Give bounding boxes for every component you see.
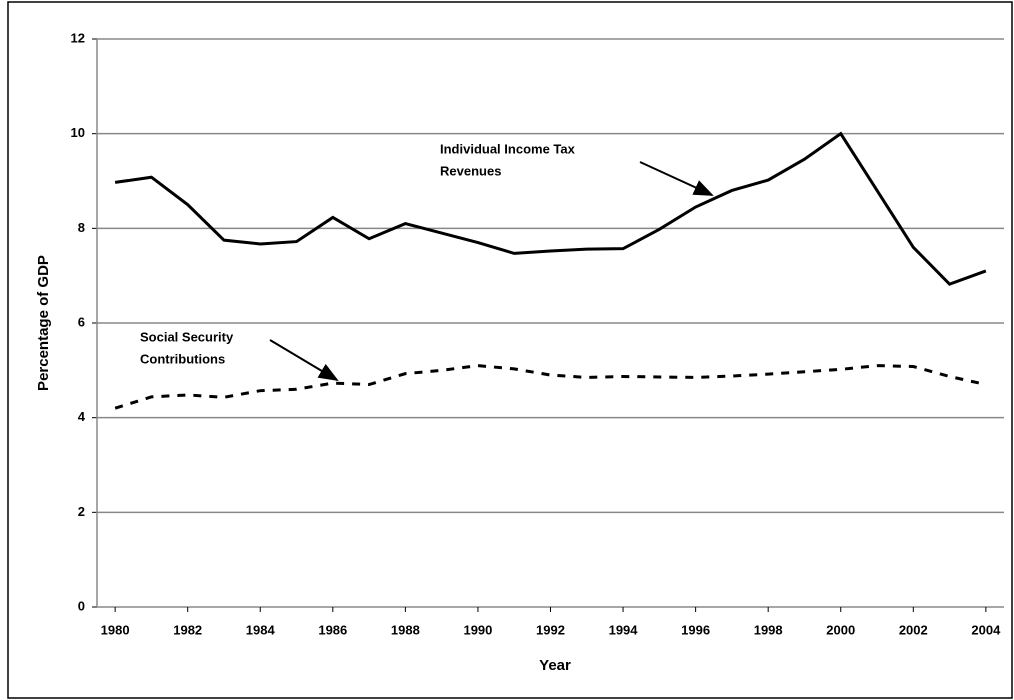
x-tick-label: 1992 xyxy=(536,622,565,637)
y-axis-title: Percentage of GDP xyxy=(35,255,52,391)
annotation-arrow xyxy=(639,161,714,196)
x-tick-label: 2000 xyxy=(826,622,855,637)
x-tick-label: 1988 xyxy=(391,622,420,637)
annotation-arrow xyxy=(269,339,339,382)
frame xyxy=(7,1,1013,699)
series-line xyxy=(114,364,987,410)
y-tick-label: 4 xyxy=(78,409,86,424)
x-tick-label: 1986 xyxy=(318,622,347,637)
y-tick-label: 2 xyxy=(78,504,85,519)
series-line xyxy=(114,131,987,286)
x-tick-label: 1994 xyxy=(609,622,639,637)
x-tick-label: 1990 xyxy=(463,622,492,637)
x-tick-label: 1984 xyxy=(246,622,276,637)
y-tick-label: 0 xyxy=(78,598,85,613)
annotation: Revenues xyxy=(440,163,501,178)
annotation: Contributions xyxy=(140,351,225,366)
x-tick-label: 1996 xyxy=(681,622,710,637)
y-tick-label: 12 xyxy=(71,30,85,45)
y-tick-label: 10 xyxy=(71,125,85,140)
y-tick-label: 6 xyxy=(78,314,85,329)
x-tick-label: 1982 xyxy=(173,622,202,637)
x-tick-label: 2002 xyxy=(899,622,928,637)
annotation: Individual Income Tax xyxy=(440,141,576,156)
x-tick-label: 1998 xyxy=(754,622,783,637)
x-tick-label: 1980 xyxy=(101,622,130,637)
x-tick-label: 2004 xyxy=(971,622,1001,637)
annotation: Social Security xyxy=(140,329,234,344)
y-tick-label: 8 xyxy=(78,220,85,235)
x-axis-title: Year xyxy=(539,657,571,674)
